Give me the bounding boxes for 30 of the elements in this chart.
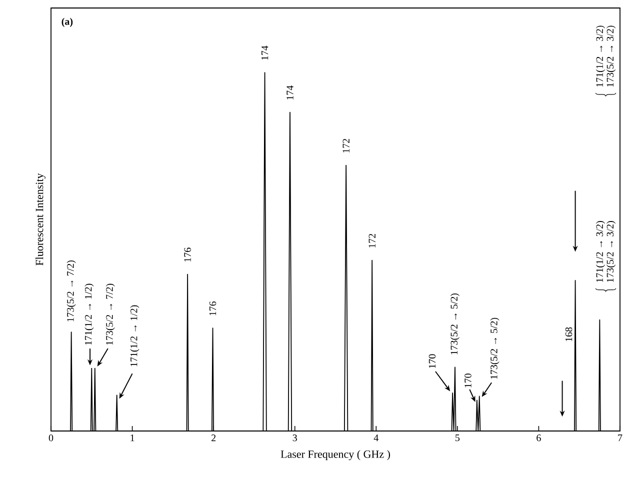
x-tick-label: 7: [618, 434, 622, 442]
annotation: 171(1/2 → 1/2): [84, 284, 94, 345]
annotation: 170: [464, 374, 472, 388]
annotation: 176: [209, 301, 216, 316]
x-tick-label: 1: [130, 434, 134, 442]
annotation: 173(5/2 → 7/2): [106, 284, 115, 345]
x-axis-title: Laser Frequency ( GHz ): [280, 450, 390, 460]
annotation: 170: [428, 354, 436, 368]
x-tick-label: 3: [292, 434, 297, 442]
annotation: 173(5/2 → 5/2): [450, 293, 460, 354]
x-tick-label: 6: [536, 434, 541, 442]
annotation: 171(1/2 → 1/2): [130, 305, 140, 366]
annotation: 168: [565, 327, 572, 342]
annotation: 174: [261, 46, 268, 60]
annotation: 173(5/2 → 3/2): [606, 26, 616, 87]
x-tick-label: 4: [374, 434, 378, 442]
annotation: 171(1/2 → 3/2): [596, 221, 606, 282]
annotation: 176: [184, 248, 191, 262]
annotation: 172: [368, 234, 376, 248]
x-tick-label: 0: [48, 434, 54, 442]
x-tick-label: 5: [456, 434, 460, 442]
y-axis-title: Fluorescent Intensity: [35, 173, 46, 266]
chart-title: (a): [62, 18, 73, 27]
annotation: 174: [286, 86, 294, 100]
annotation: 173(5/2 → 5/2): [490, 318, 500, 379]
annotation: 171(1/2 → 3/2): [596, 26, 606, 87]
x-tick-label: 2: [212, 434, 216, 442]
annotation: 172: [342, 138, 350, 153]
annotation: 173(5/2 → 3/2): [606, 221, 616, 282]
annotation: 173(5/2 → 7/2): [66, 260, 76, 322]
